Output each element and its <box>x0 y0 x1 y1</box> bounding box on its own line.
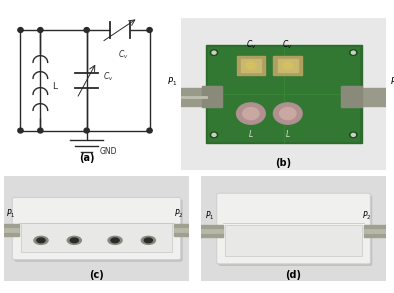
Bar <box>181 88 218 106</box>
Circle shape <box>34 236 48 244</box>
Circle shape <box>108 236 122 244</box>
Text: GND: GND <box>99 147 117 156</box>
Circle shape <box>147 128 152 133</box>
Bar <box>225 225 362 256</box>
FancyBboxPatch shape <box>219 195 372 266</box>
Circle shape <box>212 51 216 54</box>
Circle shape <box>351 51 355 54</box>
Text: $C_v$: $C_v$ <box>245 39 256 51</box>
Circle shape <box>280 108 296 120</box>
Circle shape <box>246 62 256 69</box>
Circle shape <box>18 28 23 33</box>
Bar <box>277 59 298 72</box>
Circle shape <box>111 238 119 243</box>
Circle shape <box>236 103 265 124</box>
Bar <box>20 223 173 252</box>
Circle shape <box>351 133 355 137</box>
Circle shape <box>273 103 302 124</box>
Bar <box>341 86 362 108</box>
Bar <box>364 225 386 237</box>
Text: $P_2$: $P_2$ <box>390 75 394 88</box>
FancyBboxPatch shape <box>217 193 370 264</box>
Circle shape <box>84 128 89 133</box>
Bar <box>174 224 189 236</box>
FancyBboxPatch shape <box>12 197 181 260</box>
FancyBboxPatch shape <box>14 200 183 262</box>
Text: (b): (b) <box>276 159 292 168</box>
Bar <box>241 59 261 72</box>
Circle shape <box>141 236 155 244</box>
Circle shape <box>18 128 23 133</box>
Circle shape <box>38 28 43 33</box>
Text: L: L <box>286 130 290 139</box>
Circle shape <box>243 108 259 120</box>
Bar <box>236 56 265 76</box>
Circle shape <box>349 50 357 55</box>
Text: (d): (d) <box>286 270 301 280</box>
Text: L: L <box>249 130 253 139</box>
Circle shape <box>349 132 357 138</box>
Circle shape <box>84 28 89 33</box>
Text: $P_1$: $P_1$ <box>6 208 15 220</box>
Text: L: L <box>52 82 57 91</box>
Circle shape <box>210 50 218 55</box>
Circle shape <box>147 28 152 33</box>
Bar <box>206 45 362 142</box>
Text: $C_v$: $C_v$ <box>103 71 114 84</box>
Bar <box>208 47 359 141</box>
Circle shape <box>70 238 78 243</box>
Circle shape <box>212 133 216 137</box>
Text: $C_v$: $C_v$ <box>118 48 128 61</box>
Text: $C_v$: $C_v$ <box>282 39 293 51</box>
Bar <box>202 86 222 108</box>
Text: $P_1$: $P_1$ <box>167 75 177 88</box>
Circle shape <box>67 236 81 244</box>
Circle shape <box>210 132 218 138</box>
Bar <box>4 224 19 236</box>
Circle shape <box>38 128 43 133</box>
Bar <box>349 88 386 106</box>
Text: $P_2$: $P_2$ <box>174 208 184 220</box>
Text: $P_1$: $P_1$ <box>204 209 214 222</box>
Bar <box>273 56 302 76</box>
Text: (a): (a) <box>79 153 95 163</box>
Bar <box>201 225 223 237</box>
Circle shape <box>144 238 152 243</box>
Circle shape <box>37 238 45 243</box>
Text: $P_2$: $P_2$ <box>362 209 372 222</box>
Text: (c): (c) <box>89 270 104 280</box>
Circle shape <box>282 62 293 69</box>
